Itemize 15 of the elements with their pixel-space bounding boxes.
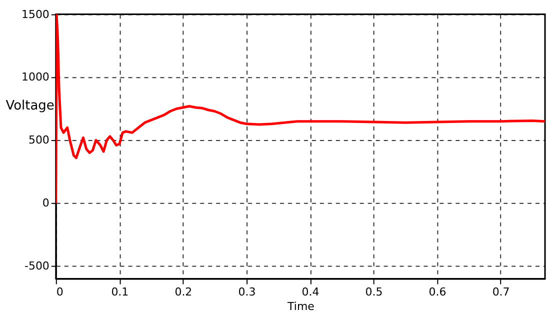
x-tick-label: 0.2 bbox=[174, 285, 192, 298]
x-axis-title: Time bbox=[286, 300, 315, 314]
y-tick-label: 0 bbox=[42, 196, 50, 210]
x-tick-label: 0.1 bbox=[111, 285, 129, 298]
x-tick-label: 0.7 bbox=[492, 285, 510, 298]
x-tick-label: 0.4 bbox=[302, 285, 320, 298]
y-tick-label: 1500 bbox=[21, 8, 50, 21]
y-tick-label: 1000 bbox=[21, 70, 50, 84]
x-tick-label: 0.6 bbox=[428, 285, 446, 298]
y-tick-label: -500 bbox=[24, 260, 50, 273]
y-tick-label: 500 bbox=[28, 134, 50, 147]
x-tick-label: 0.3 bbox=[238, 285, 256, 298]
x-tick-label: 0.5 bbox=[365, 285, 383, 298]
x-tick-label: 0 bbox=[56, 285, 64, 298]
y-axis-title: Voltage bbox=[6, 98, 54, 114]
